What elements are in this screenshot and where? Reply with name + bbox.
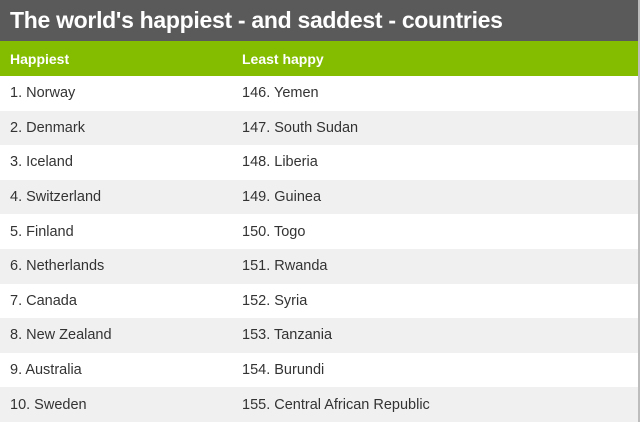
happiest-cell: 3. Iceland <box>10 154 73 171</box>
happiest-cell: 4. Switzerland <box>10 189 102 206</box>
least-happy-cell: 153. Tanzania <box>242 327 333 344</box>
header-least-happy: Least happy <box>242 50 324 67</box>
least-happy-cell: 147. South Sudan <box>242 119 359 136</box>
table-row: 6. Netherlands 151. Rwanda <box>0 248 638 284</box>
least-happy-cell: 148. Liberia <box>242 154 318 171</box>
table-row: 10. Sweden 155. Central African Republic <box>0 387 638 422</box>
table-body: 1. Norway 146. Yemen 2. Denmark 147. Sou… <box>0 76 638 422</box>
least-happy-cell: 154. Burundi <box>242 362 325 379</box>
table-row: 1. Norway 146. Yemen <box>0 76 638 111</box>
page-title: The world's happiest - and saddest - cou… <box>10 7 503 33</box>
happiest-cell: 10. Sweden <box>10 396 87 413</box>
happiest-cell: 8. New Zealand <box>10 327 112 344</box>
least-happy-cell: 155. Central African Republic <box>242 396 430 413</box>
table-row: 4. Switzerland 149. Guinea <box>0 179 638 215</box>
table-row: 3. Iceland 148. Liberia <box>0 145 638 180</box>
least-happy-cell: 152. Syria <box>242 292 308 309</box>
table-row: 5. Finland 150. Togo <box>0 214 638 249</box>
table-row: 9. Australia 154. Burundi <box>0 352 638 388</box>
happiest-cell: 1. Norway <box>10 85 76 102</box>
least-happy-cell: 146. Yemen <box>242 85 319 102</box>
least-happy-cell: 151. Rwanda <box>242 258 328 275</box>
table-row: 7. Canada 152. Syria <box>0 283 638 319</box>
happiest-cell: 6. Netherlands <box>10 258 105 275</box>
title-bar: The world's happiest - and saddest - cou… <box>0 0 638 41</box>
least-happy-cell: 150. Togo <box>242 223 306 240</box>
least-happy-cell: 149. Guinea <box>242 189 322 206</box>
header-happiest: Happiest <box>10 50 70 67</box>
table-row: 2. Denmark 147. South Sudan <box>0 110 638 146</box>
table-header: Happiest Least happy <box>0 41 638 76</box>
happiest-cell: 7. Canada <box>10 292 77 309</box>
happiest-cell: 5. Finland <box>10 223 74 240</box>
happiest-cell: 9. Australia <box>10 362 82 379</box>
table-row: 8. New Zealand 153. Tanzania <box>0 318 638 353</box>
happiest-cell: 2. Denmark <box>10 119 85 136</box>
